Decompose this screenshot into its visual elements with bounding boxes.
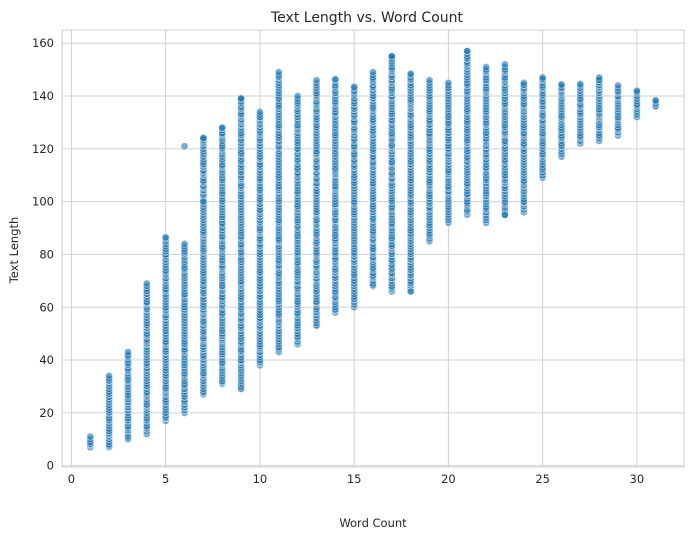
data-point (237, 94, 245, 103)
data-point (463, 47, 472, 55)
y-tick-label: 40 (39, 353, 54, 367)
data-point (255, 108, 264, 116)
data-point (482, 63, 490, 71)
y-axis-label: Text Length (7, 217, 21, 285)
data-point (500, 60, 509, 69)
data-point (350, 82, 359, 91)
x-tick-label: 30 (630, 472, 645, 486)
data-point (161, 233, 170, 242)
y-tick-label: 140 (32, 89, 54, 103)
y-tick-label: 160 (32, 36, 54, 50)
x-tick-label: 15 (347, 472, 362, 486)
x-tick-label: 0 (68, 472, 75, 486)
data-point (576, 80, 585, 88)
data-point (331, 75, 340, 83)
x-tick-label: 5 (162, 472, 169, 486)
data-point (312, 76, 321, 85)
y-axis-ticks: 0 20 40 60 80 100 120 140 160 (32, 36, 54, 472)
data-point (86, 432, 95, 441)
data-point (293, 92, 302, 100)
data-point (538, 73, 547, 82)
data-point (180, 142, 189, 151)
data-point (199, 197, 208, 206)
data-point (218, 123, 227, 132)
data-point (425, 76, 434, 85)
x-tick-label: 20 (441, 472, 456, 486)
y-tick-label: 0 (47, 459, 54, 473)
y-tick-label: 60 (39, 300, 54, 314)
data-point (557, 80, 566, 89)
data-point (124, 348, 132, 356)
data-point (387, 52, 396, 61)
x-tick-label: 25 (535, 472, 550, 486)
data-point (274, 68, 283, 77)
data-point (633, 86, 641, 95)
y-tick-label: 120 (32, 142, 54, 156)
y-tick-label: 80 (39, 247, 54, 261)
x-tick-label: 10 (253, 472, 268, 486)
x-axis-label: Word Count (339, 516, 407, 530)
data-point (142, 279, 151, 288)
data-point (180, 239, 189, 248)
chart-title: Text Length vs. Word Count (270, 10, 464, 26)
data-point (406, 69, 415, 78)
y-tick-label: 100 (32, 195, 54, 209)
data-point (500, 210, 509, 219)
data-points (86, 47, 660, 452)
data-point (199, 134, 208, 143)
data-point (651, 96, 660, 105)
data-point (614, 81, 622, 90)
data-point (406, 287, 415, 296)
data-point (369, 68, 377, 77)
data-point (519, 78, 528, 87)
x-axis-ticks: 0 5 10 15 20 25 30 (68, 472, 644, 486)
y-tick-label: 20 (39, 406, 54, 420)
data-point (595, 73, 604, 82)
data-point (444, 78, 453, 87)
data-point (105, 371, 113, 380)
